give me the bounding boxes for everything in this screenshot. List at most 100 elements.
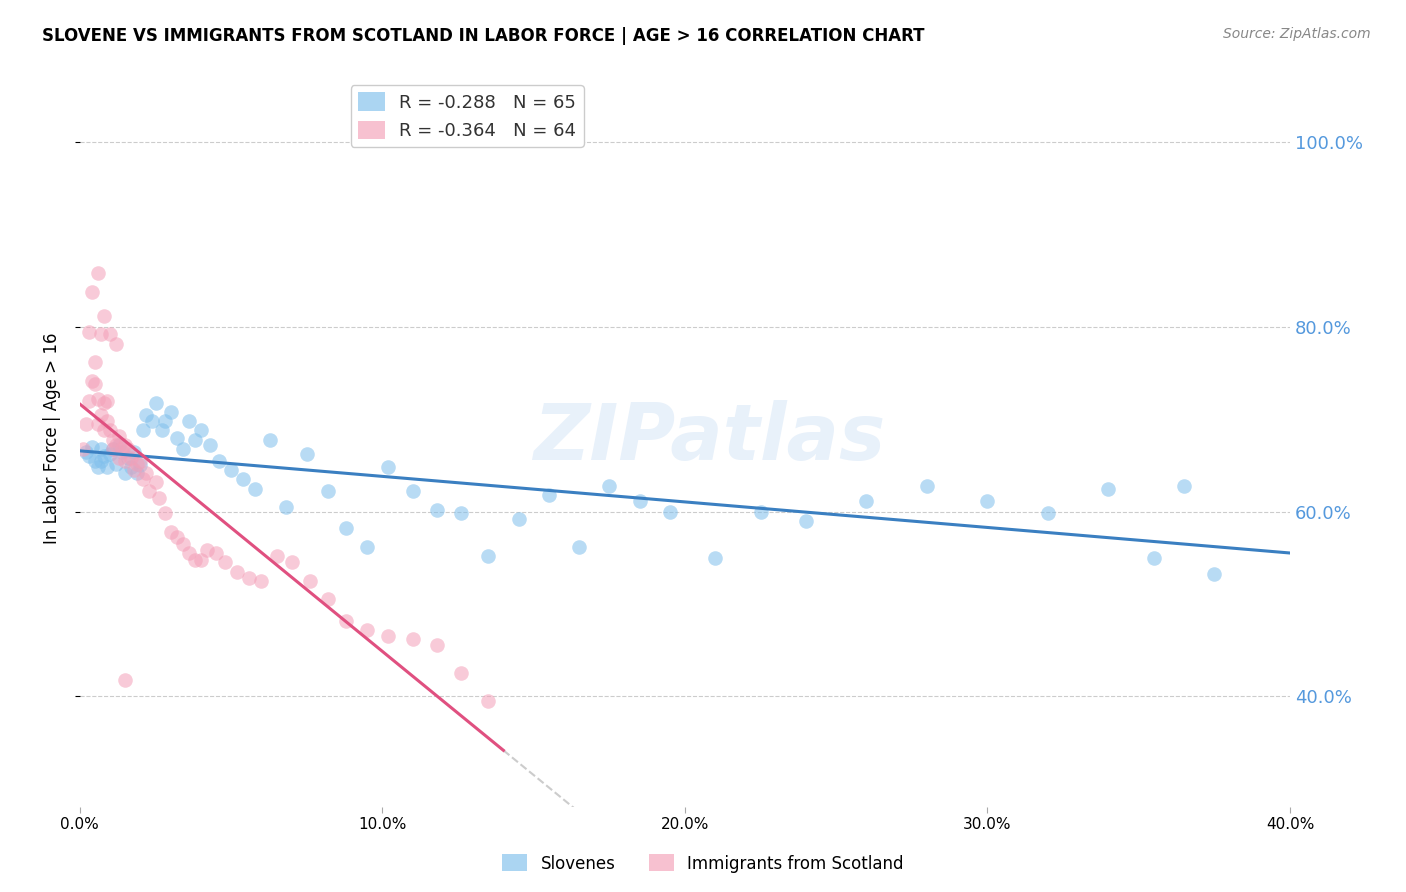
Point: [101, 442, 124, 456]
Point: [274, 500, 297, 514]
Point: [295, 447, 318, 461]
Point: [177, 414, 200, 428]
Point: [508, 512, 530, 526]
Point: [401, 632, 423, 646]
Point: [87, 267, 110, 281]
Point: [145, 395, 167, 409]
Point: [205, 546, 228, 560]
Point: [84, 454, 107, 468]
Point: [96, 414, 118, 428]
Point: [426, 639, 449, 653]
Point: [105, 438, 128, 452]
Point: [96, 393, 118, 408]
Point: [84, 355, 107, 369]
Point: [93, 449, 115, 463]
Point: [976, 493, 998, 508]
Point: [1173, 479, 1195, 493]
Point: [90, 442, 112, 456]
Point: [90, 327, 112, 342]
Point: [120, 460, 142, 475]
Point: [150, 423, 173, 437]
Point: [153, 414, 176, 428]
Point: [426, 502, 449, 516]
Point: [93, 423, 115, 437]
Text: ZIPatlas: ZIPatlas: [533, 400, 886, 475]
Point: [450, 507, 472, 521]
Point: [75, 444, 97, 458]
Y-axis label: In Labor Force | Age > 16: In Labor Force | Age > 16: [44, 332, 60, 543]
Point: [259, 433, 281, 447]
Point: [114, 673, 136, 687]
Point: [704, 550, 727, 565]
Point: [628, 493, 651, 508]
Point: [266, 549, 288, 563]
Point: [105, 457, 128, 471]
Point: [356, 623, 378, 637]
Point: [77, 325, 100, 339]
Point: [184, 552, 207, 566]
Point: [114, 438, 136, 452]
Point: [377, 460, 399, 475]
Point: [145, 475, 167, 489]
Point: [98, 423, 121, 437]
Point: [108, 451, 131, 466]
Point: [232, 472, 254, 486]
Point: [127, 466, 149, 480]
Point: [90, 454, 112, 468]
Point: [111, 444, 134, 458]
Point: [105, 336, 128, 351]
Point: [1204, 567, 1226, 582]
Point: [537, 488, 560, 502]
Point: [90, 408, 112, 422]
Point: [172, 442, 194, 456]
Point: [77, 393, 100, 408]
Point: [111, 442, 134, 456]
Point: [190, 552, 212, 566]
Point: [124, 444, 146, 458]
Point: [598, 479, 620, 493]
Point: [72, 442, 94, 456]
Point: [80, 285, 103, 299]
Legend: R = -0.288   N = 65, R = -0.364   N = 64: R = -0.288 N = 65, R = -0.364 N = 64: [350, 85, 583, 147]
Point: [101, 442, 124, 456]
Point: [135, 466, 157, 480]
Point: [148, 491, 170, 505]
Point: [98, 447, 121, 461]
Point: [855, 493, 877, 508]
Point: [138, 484, 160, 499]
Point: [198, 438, 221, 452]
Point: [250, 574, 273, 588]
Point: [84, 377, 107, 392]
Point: [96, 460, 118, 475]
Point: [108, 429, 131, 443]
Point: [80, 440, 103, 454]
Point: [401, 484, 423, 499]
Point: [93, 309, 115, 323]
Point: [377, 629, 399, 643]
Point: [87, 417, 110, 431]
Point: [159, 524, 181, 539]
Point: [153, 507, 176, 521]
Point: [93, 395, 115, 409]
Point: [135, 408, 157, 422]
Point: [87, 392, 110, 406]
Point: [184, 433, 207, 447]
Legend: Slovenes, Immigrants from Scotland: Slovenes, Immigrants from Scotland: [496, 847, 910, 880]
Point: [195, 543, 218, 558]
Point: [166, 531, 188, 545]
Point: [129, 458, 152, 473]
Point: [226, 565, 249, 579]
Point: [214, 555, 236, 569]
Point: [245, 482, 267, 496]
Point: [129, 454, 152, 468]
Point: [335, 614, 357, 628]
Point: [794, 514, 817, 528]
Point: [658, 505, 681, 519]
Point: [124, 463, 146, 477]
Point: [159, 405, 181, 419]
Point: [114, 454, 136, 468]
Point: [101, 433, 124, 447]
Point: [177, 546, 200, 560]
Point: [1036, 507, 1059, 521]
Point: [1143, 550, 1166, 565]
